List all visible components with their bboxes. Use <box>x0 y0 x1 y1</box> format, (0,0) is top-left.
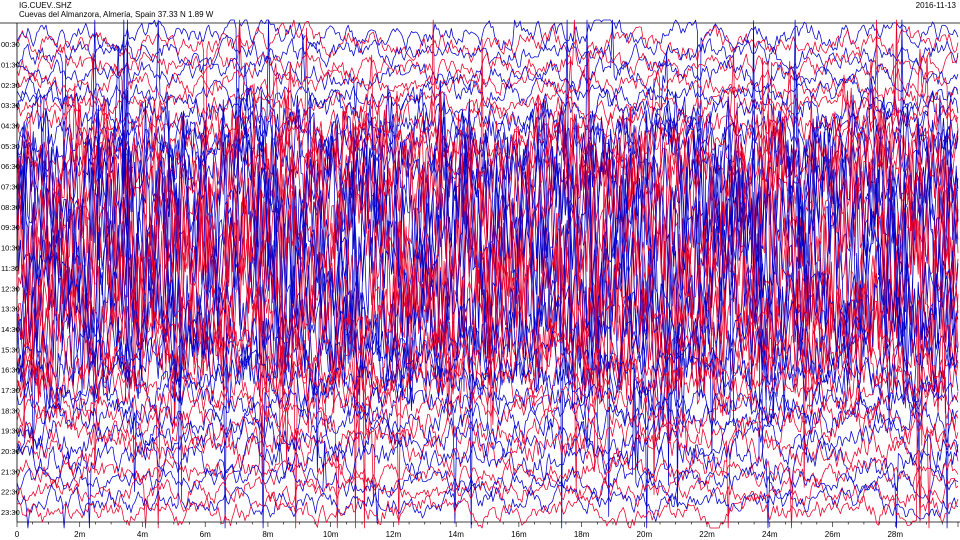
trace-row-39 <box>16 242 959 529</box>
trace-row-33 <box>16 320 959 529</box>
hour-label-0130: 01:30 <box>1 61 20 70</box>
minute-axis: 0 2m 4m 6m 8m 10m 12m 14m 16m 18m 20m 22m 24m 26m 28m <box>15 522 959 539</box>
minute-label-8m: 8m <box>262 530 273 539</box>
minute-label-14m: 14m <box>448 530 464 539</box>
trace-row-18 <box>16 19 959 373</box>
hour-label-1830: 18:30 <box>1 406 20 415</box>
trace-row-20 <box>16 45 959 506</box>
trace-row-25 <box>16 122 959 496</box>
hour-label-1030: 10:30 <box>1 244 20 253</box>
trace-row-28 <box>16 227 959 454</box>
trace-row-22 <box>16 20 959 471</box>
hour-label-1730: 17:30 <box>1 386 20 395</box>
minute-label-18m: 18m <box>574 530 590 539</box>
trace-row-2 <box>16 34 959 190</box>
trace-row-42 <box>16 223 959 529</box>
seismic-traces <box>16 19 959 529</box>
hour-label-1930: 19:30 <box>1 427 20 436</box>
hour-label-1130: 11:30 <box>1 264 19 273</box>
trace-row-0 <box>16 19 959 318</box>
hour-label-0030: 00:30 <box>1 40 20 49</box>
station-location: Cuevas del Almanzora, Almería, Spain 37.… <box>19 10 214 19</box>
hour-label-0530: 05:30 <box>1 142 20 151</box>
hour-label-1230: 12:30 <box>1 284 20 293</box>
trace-row-43 <box>16 256 959 529</box>
hour-label-2030: 20:30 <box>1 447 20 456</box>
trace-row-40 <box>16 165 959 470</box>
minute-label-22m: 22m <box>699 530 715 539</box>
trace-row-44 <box>16 363 959 524</box>
hour-label-1630: 16:30 <box>1 366 20 375</box>
hour-label-0930: 09:30 <box>1 223 20 232</box>
trace-row-36 <box>16 162 959 529</box>
trace-row-15 <box>16 95 959 322</box>
minute-label-0: 0 <box>15 530 20 539</box>
trace-row-47 <box>16 302 959 529</box>
hour-label-1330: 13:30 <box>1 305 20 314</box>
trace-row-46 <box>16 313 959 529</box>
hour-label-1530: 15:30 <box>1 345 20 354</box>
trace-row-9 <box>16 19 959 289</box>
trace-row-5 <box>16 62 959 279</box>
minute-label-20m: 20m <box>637 530 653 539</box>
hour-label-0730: 07:30 <box>1 183 20 192</box>
minute-label-4m: 4m <box>137 530 148 539</box>
hour-label-2230: 22:30 <box>1 488 20 497</box>
trace-row-32 <box>16 171 959 529</box>
hour-label-0830: 08:30 <box>1 203 20 212</box>
hour-label-2130: 21:30 <box>1 467 20 476</box>
minute-label-28m: 28m <box>887 530 903 539</box>
hour-label-0430: 04:30 <box>1 122 20 131</box>
hour-label-2330: 23:30 <box>1 508 20 517</box>
trace-row-41 <box>16 241 959 523</box>
minute-label-12m: 12m <box>386 530 402 539</box>
trace-row-29 <box>16 91 959 492</box>
minute-label-24m: 24m <box>762 530 778 539</box>
trace-row-1 <box>16 19 959 258</box>
trace-row-7 <box>16 19 959 130</box>
minute-label-6m: 6m <box>200 530 211 539</box>
trace-row-8 <box>16 86 959 251</box>
hour-label-0330: 03:30 <box>1 101 20 110</box>
minute-label-16m: 16m <box>511 530 527 539</box>
minute-label-10m: 10m <box>323 530 339 539</box>
hour-label-1430: 14:30 <box>1 325 20 334</box>
minute-label-2m: 2m <box>74 530 85 539</box>
minute-label-26m: 26m <box>825 530 841 539</box>
hour-label-0230: 02:30 <box>1 81 20 90</box>
hour-label-0630: 06:30 <box>1 162 20 171</box>
trace-row-6 <box>16 19 959 168</box>
trace-row-3 <box>16 19 959 321</box>
record-date: 2016-11-13 <box>915 1 956 10</box>
hour-axis: 00:30 01:30 02:30 03:30 04:30 05:30 06:30 07:30… <box>1 40 20 517</box>
station-code: IG.CUEV..SHZ <box>19 1 72 10</box>
trace-row-45 <box>16 468 959 529</box>
